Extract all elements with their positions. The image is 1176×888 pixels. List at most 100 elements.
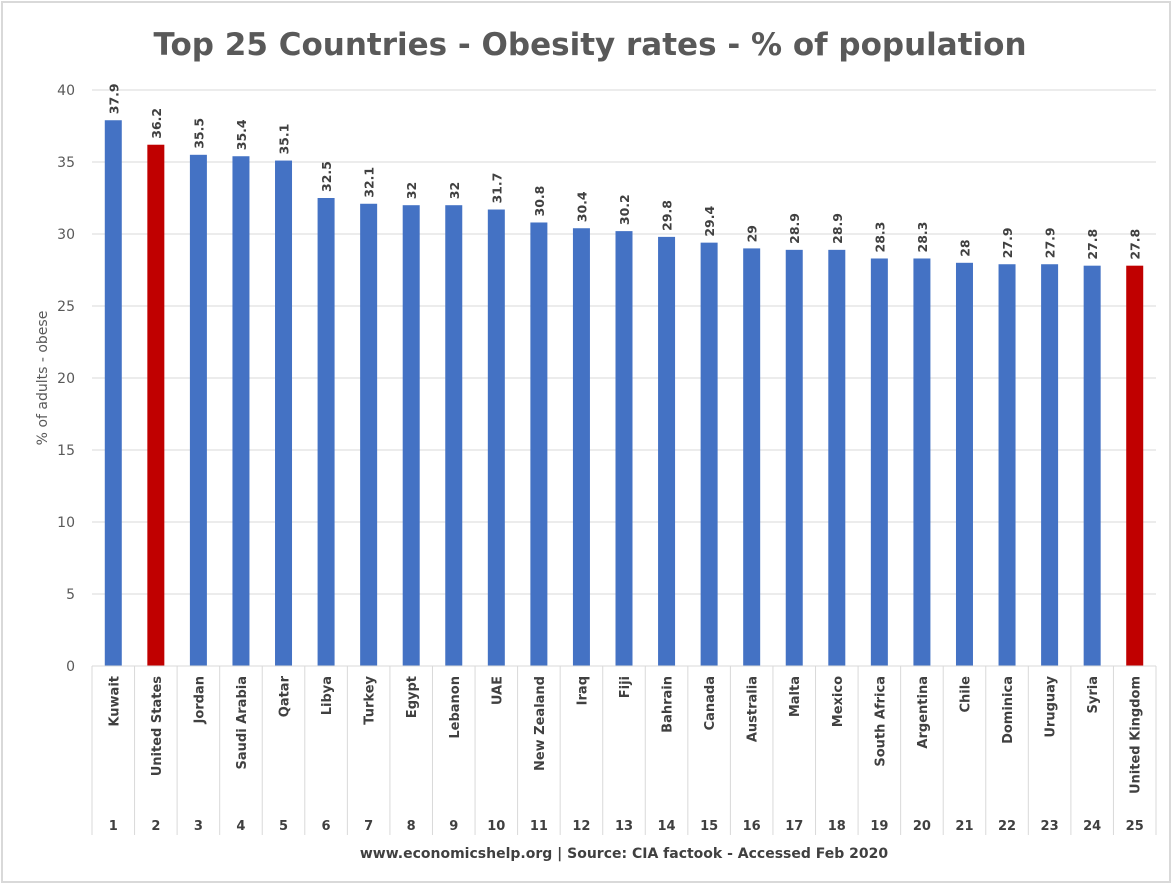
y-tick-label: 30 <box>57 227 75 243</box>
bar <box>1083 265 1101 666</box>
bar <box>743 248 761 666</box>
bar <box>1041 264 1059 666</box>
x-tick-label: Iraq <box>575 676 590 705</box>
data-label: 35.1 <box>277 124 292 155</box>
x-tick-label: Syria <box>1086 676 1101 713</box>
rank-label: 6 <box>322 819 331 834</box>
rank-label: 25 <box>1126 819 1144 834</box>
x-tick-label: Bahrain <box>661 676 676 733</box>
data-label: 27.8 <box>1085 229 1100 260</box>
bar <box>658 236 676 666</box>
x-tick-label: Malta <box>788 676 803 717</box>
x-tick-label: United States <box>150 676 165 777</box>
data-label: 32.5 <box>319 161 334 192</box>
rank-label: 19 <box>870 819 888 834</box>
chart-title: Top 25 Countries - Obesity rates - % of … <box>153 27 1026 63</box>
rank-label: 9 <box>449 819 458 834</box>
rank-label: 24 <box>1083 819 1101 834</box>
y-tick-label: 20 <box>57 371 75 387</box>
x-tick-label: South Africa <box>873 676 888 767</box>
data-label: 37.9 <box>106 83 121 114</box>
y-axis-label: % of adults - obese <box>35 311 51 446</box>
x-tick-label: Fiji <box>618 676 633 698</box>
bar <box>870 258 888 666</box>
x-tick-label: Qatar <box>278 675 293 717</box>
bar <box>955 262 973 666</box>
x-tick-label: New Zealand <box>533 676 548 771</box>
data-label: 30.4 <box>574 191 589 222</box>
x-tick-label: Argentina <box>916 676 931 749</box>
rank-label: 2 <box>151 819 160 834</box>
rank-label: 11 <box>530 819 548 834</box>
rank-label: 20 <box>913 819 931 834</box>
rank-label: 13 <box>615 819 633 834</box>
data-label: 29.8 <box>660 200 675 231</box>
data-label: 30.2 <box>617 194 632 225</box>
data-label: 28.9 <box>830 213 845 244</box>
data-label: 29 <box>745 225 760 242</box>
x-tick-label: UAE <box>490 676 505 705</box>
data-label: 35.4 <box>234 119 249 150</box>
rank-label: 5 <box>279 819 288 834</box>
bar <box>487 209 505 666</box>
bar <box>402 205 420 666</box>
bar <box>147 144 165 667</box>
data-label: 27.9 <box>1000 227 1015 258</box>
bar <box>232 156 250 667</box>
rank-label: 18 <box>828 819 846 834</box>
rank-label: 21 <box>955 819 973 834</box>
rank-label: 23 <box>1041 819 1059 834</box>
bar <box>572 228 590 667</box>
bar <box>700 242 718 666</box>
bar <box>275 160 293 666</box>
x-tick-label: Uruguay <box>1044 675 1059 737</box>
bar <box>445 205 463 666</box>
bar <box>785 249 803 666</box>
data-label: 27.9 <box>1043 227 1058 258</box>
rank-label: 17 <box>785 819 803 834</box>
x-tick-label: Turkey <box>363 675 378 724</box>
data-label: 28.3 <box>915 222 930 253</box>
x-tick-label: Lebanon <box>448 676 463 739</box>
x-tick-label: Egypt <box>405 676 420 718</box>
x-tick-label: Australia <box>746 676 761 742</box>
bar <box>913 258 931 666</box>
y-tick-label: 15 <box>57 443 75 459</box>
bar <box>998 264 1016 666</box>
y-tick-label: 35 <box>57 155 75 171</box>
y-tick-label: 25 <box>57 299 75 315</box>
x-tick-label: Libya <box>320 676 335 715</box>
x-tick-label: Mexico <box>831 676 846 727</box>
data-label: 32.1 <box>362 167 377 198</box>
data-label: 28 <box>957 239 972 256</box>
rank-label: 22 <box>998 819 1016 834</box>
x-tick-label: Dominica <box>1001 676 1016 744</box>
bar <box>530 222 548 667</box>
rank-label: 1 <box>109 819 118 834</box>
data-label: 32 <box>447 182 462 199</box>
y-tick-label: 5 <box>66 587 75 603</box>
x-tick-label: United Kingdom <box>1129 676 1144 794</box>
rank-label: 15 <box>700 819 718 834</box>
data-label: 31.7 <box>489 173 504 204</box>
rank-label: 7 <box>364 819 373 834</box>
data-label: 28.3 <box>872 222 887 253</box>
rank-label: 14 <box>658 819 676 834</box>
bar <box>360 203 378 666</box>
x-axis-label: www.economicshelp.org | Source: CIA fact… <box>360 846 889 862</box>
y-tick-label: 40 <box>57 83 75 99</box>
data-label: 36.2 <box>149 108 164 139</box>
x-tick-label: Saudi Arabia <box>235 676 250 769</box>
x-tick-label: Jordan <box>192 676 207 725</box>
rank-label: 3 <box>194 819 203 834</box>
bar <box>317 198 335 666</box>
bar <box>615 231 633 666</box>
rank-label: 12 <box>572 819 590 834</box>
rank-label: 8 <box>407 819 416 834</box>
data-label: 28.9 <box>787 213 802 244</box>
rank-label: 4 <box>236 819 245 834</box>
y-tick-label: 0 <box>66 659 75 675</box>
x-tick-label: Kuwait <box>107 676 122 727</box>
